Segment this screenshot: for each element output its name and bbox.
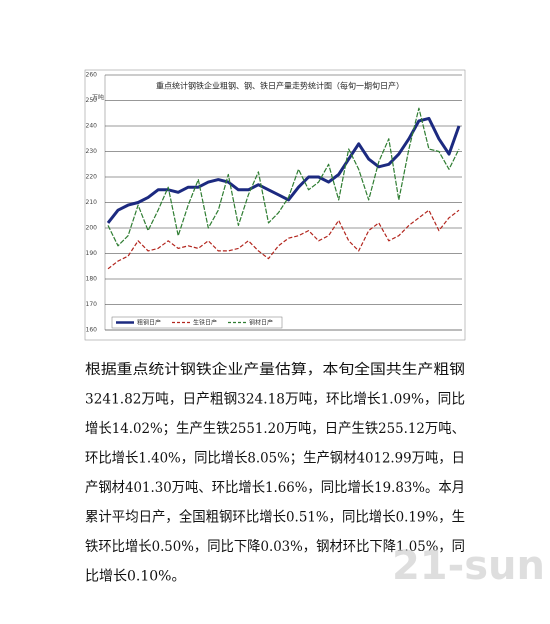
y-tick-label: 160: [86, 327, 98, 334]
y-axis-label: 万吨: [92, 94, 104, 102]
legend-box: [111, 316, 283, 329]
y-tick-label: 170: [86, 301, 98, 308]
paragraph-line: 比增长0.10%。: [85, 569, 185, 585]
legend-label: 生铁日产: [193, 319, 217, 327]
y-tick-label: 220: [86, 174, 98, 181]
series-line: [107, 107, 460, 247]
paragraph-line: 环比增长1.40%，同比增长8.05%；生产钢材4012.99万吨，日: [85, 451, 465, 467]
y-tick-label: 260: [86, 72, 98, 79]
paragraph-line: 产钢材401.30万吨、环比增长1.66%，同比增长19.83%。本月: [85, 480, 465, 496]
paragraph-line: 3241.82万吨，日产粗钢324.18万吨，环比增长1.09%，同比: [85, 392, 465, 408]
y-tick-label: 190: [86, 250, 98, 257]
paragraph-line: 累计平均日产，全国粗钢环比增长0.51%，同比增长0.19%，生: [85, 509, 465, 526]
y-tick-label: 240: [86, 123, 98, 130]
legend-label: 粗钢日产: [137, 319, 161, 327]
y-tick-label: 230: [86, 148, 98, 155]
legend-label: 钢材日产: [249, 319, 273, 327]
paragraph-line: 增长14.02%；生产生铁2551.20万吨，日产生铁255.12万吨、: [85, 421, 465, 437]
paragraph-line: 根据重点统计钢铁企业产量估算，本旬全国共生产粗钢: [85, 361, 465, 378]
y-tick-label: 180: [86, 276, 98, 283]
watermark: 21-sun: [392, 543, 545, 589]
chart-title: 重点统计钢铁企业粗钢、钢、铁日产量走势统计图（每旬一期旬日产）: [156, 81, 404, 91]
chart-frame: [84, 69, 466, 341]
y-tick-label: 210: [86, 199, 98, 206]
y-tick-label: 250: [86, 97, 98, 104]
paragraph-line: 铁环比增长0.50%，同比下降0.03%，钢材环比下降1.05%，同: [85, 539, 465, 555]
series-line: [107, 209, 460, 270]
y-tick-label: 200: [86, 225, 98, 232]
